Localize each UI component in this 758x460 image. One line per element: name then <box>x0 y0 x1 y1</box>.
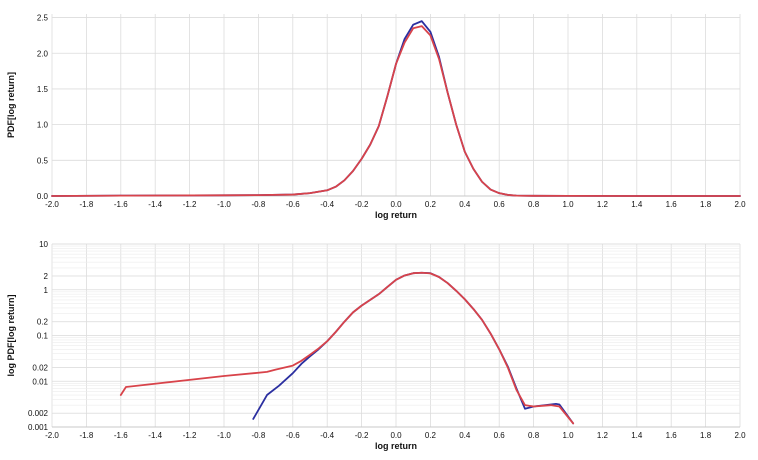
bottom-x-tick-label: -1.8 <box>80 431 94 440</box>
top-y-tick-label: 1.0 <box>37 121 49 130</box>
bottom-x-tick-label: 0.2 <box>425 431 437 440</box>
bottom-x-tick-label: 1.0 <box>562 431 574 440</box>
top-y-tick-label: 2.0 <box>37 49 49 58</box>
top-x-tick-label: 1.0 <box>562 200 574 209</box>
bottom-x-tick-label: 1.4 <box>631 431 643 440</box>
top-y-tick-label: 0.5 <box>37 156 49 165</box>
top-x-tick-label: 1.2 <box>597 200 609 209</box>
bottom-series-line-blue <box>252 271 575 425</box>
top-x-tick-label: -1.2 <box>183 200 197 209</box>
top-x-tick-label: -0.6 <box>286 200 300 209</box>
bottom-x-tick-label: -1.6 <box>114 431 128 440</box>
bottom-x-tick-label: -0.8 <box>252 431 266 440</box>
bottom-x-tick-label: -0.4 <box>320 431 334 440</box>
top-y-tick-label: 2.5 <box>37 14 49 23</box>
bottom-x-tick-label: 0.0 <box>390 431 402 440</box>
top-x-tick-label: -0.2 <box>355 200 369 209</box>
top-x-axis-title: log return <box>375 210 417 220</box>
top-x-tick-label: -1.8 <box>80 200 94 209</box>
bottom-x-tick-label: -0.2 <box>355 431 369 440</box>
bottom-x-tick-label: -0.6 <box>286 431 300 440</box>
top-x-tick-label: 0.2 <box>425 200 437 209</box>
top-x-tick-label: 1.4 <box>631 200 643 209</box>
bottom-y-tick-label: 0.02 <box>32 363 48 372</box>
top-series-line-red <box>51 25 741 197</box>
top-y-axis-title: PDF[log return] <box>6 72 16 138</box>
bottom-x-tick-label: -1.4 <box>148 431 162 440</box>
bottom-x-tick-label: -1.2 <box>183 431 197 440</box>
top-y-tick-label: 1.5 <box>37 85 49 94</box>
bottom-x-tick-label: -1.0 <box>217 431 231 440</box>
bottom-x-tick-label: 0.4 <box>459 431 471 440</box>
top-x-tick-label: 0.8 <box>528 200 540 209</box>
bottom-x-tick-label: 1.8 <box>700 431 712 440</box>
top-x-tick-label: 1.8 <box>700 200 712 209</box>
bottom-y-tick-label: 0.002 <box>28 409 49 418</box>
top-x-tick-label: -1.4 <box>148 200 162 209</box>
bottom-y-tick-label: 0.1 <box>37 332 49 341</box>
top-x-tick-label: 1.6 <box>666 200 678 209</box>
top-x-tick-label: -1.6 <box>114 200 128 209</box>
top-x-tick-label: 2.0 <box>734 200 746 209</box>
bottom-x-axis-title: log return <box>375 441 417 451</box>
top-chart-pdf: -2.0 -1.8 -1.6 -1.4 -1.2 -1.0 -0.8 -0.6 -0.4 -0.2… <box>6 14 746 220</box>
top-x-tick-label: -1.0 <box>217 200 231 209</box>
bottom-y-tick-label: 1 <box>44 286 49 295</box>
bottom-series-line-red <box>119 271 575 425</box>
bottom-y-tick-label: 10 <box>39 240 48 249</box>
bottom-x-tick-label: 0.8 <box>528 431 540 440</box>
top-y-tick-label: 0.0 <box>37 192 49 201</box>
bottom-y-tick-label: 2 <box>44 272 49 281</box>
top-x-tick-label: 0.4 <box>459 200 471 209</box>
top-x-tick-label: 0.6 <box>494 200 506 209</box>
bottom-chart-log-pdf: -2.0 -1.8 -1.6 -1.4 -1.2 -1.0 -0.8 -0.6 -0.4 -0.2… <box>6 240 746 451</box>
top-x-tick-label: 0.0 <box>390 200 402 209</box>
top-x-tick-label: -0.4 <box>320 200 334 209</box>
bottom-y-tick-label: 0.01 <box>32 377 48 386</box>
bottom-x-tick-label: -2.0 <box>45 431 59 440</box>
bottom-x-tick-label: 0.6 <box>494 431 506 440</box>
bottom-y-tick-label: 0.2 <box>37 318 49 327</box>
bottom-x-tick-label: 1.6 <box>666 431 678 440</box>
bottom-y-axis-title: log PDF[log return] <box>6 295 16 377</box>
bottom-x-tick-label: 2.0 <box>734 431 746 440</box>
bottom-y-tick-label: 0.001 <box>28 423 49 432</box>
top-x-tick-label: -2.0 <box>45 200 59 209</box>
top-x-tick-label: -0.8 <box>252 200 266 209</box>
bottom-x-tick-label: 1.2 <box>597 431 609 440</box>
